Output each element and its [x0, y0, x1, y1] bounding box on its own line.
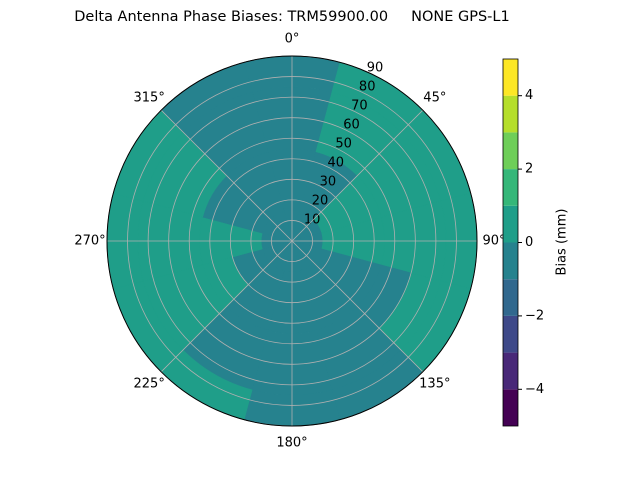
theta-tick-label: 45° [423, 91, 446, 106]
colorbar-label: Bias (mm) [555, 209, 570, 276]
colorbar-band [503, 59, 518, 96]
colorbar-band [503, 132, 518, 170]
r-tick-label: 90 [367, 61, 384, 76]
colorbar-band [503, 315, 518, 353]
theta-tick-label: 270° [74, 234, 105, 249]
theta-tick-label: 90° [482, 234, 505, 249]
theta-tick-label: 135° [419, 376, 450, 391]
r-tick-label: 50 [335, 137, 352, 152]
r-tick-label: 30 [320, 175, 337, 190]
colorbar-band [503, 205, 518, 243]
colorbar-band [503, 279, 518, 316]
r-tick-label: 40 [327, 156, 344, 171]
grid-spoke [160, 240, 293, 373]
colorbar-band [503, 352, 518, 390]
r-tick-label: 80 [359, 80, 376, 95]
colorbar-tick-label: −4 [525, 382, 544, 397]
polar-frame [106, 55, 478, 427]
theta-tick-label: 180° [276, 436, 307, 451]
colorbar-tick-label: −2 [525, 308, 544, 323]
grid-spoke [291, 240, 424, 373]
colorbar-band [503, 389, 518, 426]
r-tick-label: 20 [312, 194, 329, 209]
grid-spoke [291, 109, 424, 242]
colorbar-band [503, 242, 518, 280]
colorbar-tick-label: 4 [525, 88, 533, 103]
colorbar-band [503, 95, 518, 133]
theta-tick-label: 0° [285, 32, 300, 47]
colorbar-band [503, 169, 518, 206]
colorbar-tick-label: 0 [525, 235, 533, 250]
r-tick-label: 60 [343, 118, 360, 133]
colorbar-tick-label: 2 [525, 162, 533, 177]
chart-title: Delta Antenna Phase Biases: TRM59900.00 … [74, 9, 509, 25]
theta-tick-label: 315° [134, 91, 165, 106]
grid-spoke [160, 109, 293, 242]
r-tick-label: 70 [351, 99, 368, 114]
theta-tick-label: 225° [134, 376, 165, 391]
